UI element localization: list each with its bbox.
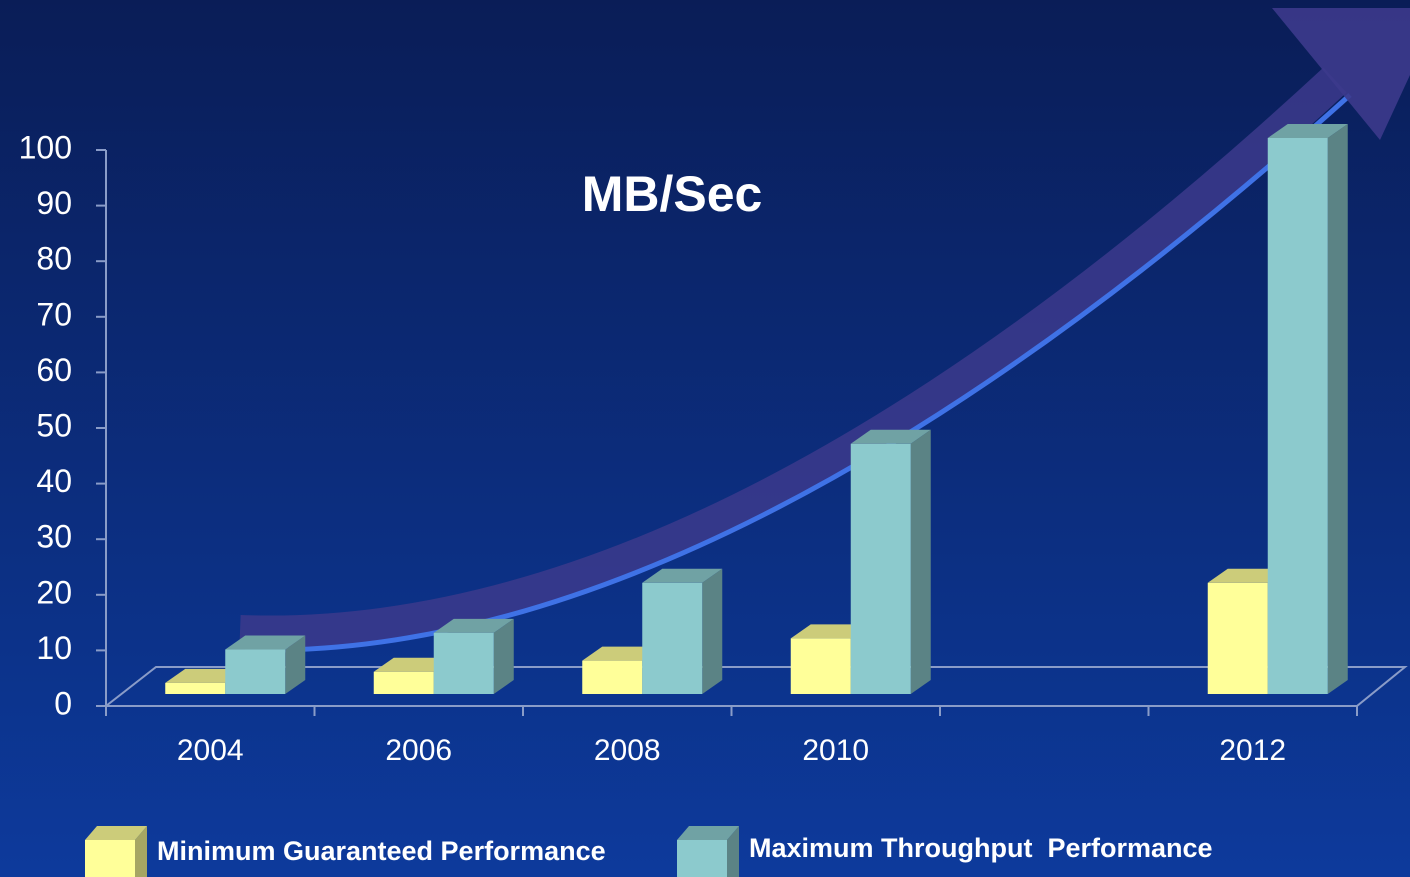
y-tick-label: 90 [36, 185, 72, 221]
arrow-body [239, 67, 1347, 650]
bar-side [285, 635, 306, 694]
bar [1267, 138, 1328, 694]
bar [433, 632, 494, 694]
bar [582, 660, 643, 694]
arrow-edge [244, 93, 1352, 653]
legend-label: Minimum Guaranteed Performance [157, 836, 606, 866]
y-tick-label: 30 [36, 519, 72, 555]
y-tick-label: 10 [36, 630, 72, 666]
legend-swatch-side [135, 826, 147, 877]
y-tick-label: 60 [36, 352, 72, 388]
bar [165, 682, 226, 694]
legend-swatch-top [85, 826, 147, 840]
legend-swatch-top [677, 826, 739, 840]
y-tick-label: 70 [36, 296, 72, 332]
y-tick-label: 80 [36, 241, 72, 277]
bar [642, 582, 703, 694]
y-tick-label: 100 [19, 129, 72, 165]
legend-swatch-side [727, 826, 739, 877]
growth-arrow [239, 8, 1410, 653]
bar-top [433, 618, 514, 633]
bar-side [493, 618, 514, 694]
bar [225, 649, 286, 694]
y-tick-label: 40 [36, 463, 72, 499]
chart-title: MB/Sec [582, 166, 763, 222]
legend-swatch [85, 840, 135, 877]
y-tick-label: 20 [36, 574, 72, 610]
bar-top [1267, 124, 1348, 138]
arrow-head [1272, 8, 1410, 140]
x-tick-label: 2012 [1219, 734, 1286, 767]
bar [790, 638, 851, 694]
bar-top [642, 568, 723, 583]
legend-label: Maximum Throughput Performance [749, 833, 1213, 863]
x-tick-label: 2006 [385, 734, 452, 767]
legend-swatch [677, 840, 727, 877]
y-tick-label: 0 [54, 685, 72, 721]
bar-side [702, 568, 723, 694]
x-tick-label: 2004 [177, 734, 244, 767]
bar-side [1327, 124, 1348, 694]
bar-top [850, 429, 931, 444]
x-tick-label: 2008 [594, 734, 661, 767]
bar-top [225, 635, 306, 650]
y-tick-label: 50 [36, 407, 72, 443]
bar [1207, 582, 1268, 694]
bar [373, 671, 434, 694]
x-tick-label: 2010 [802, 734, 869, 767]
bar [850, 443, 911, 694]
bar-side [910, 429, 931, 694]
